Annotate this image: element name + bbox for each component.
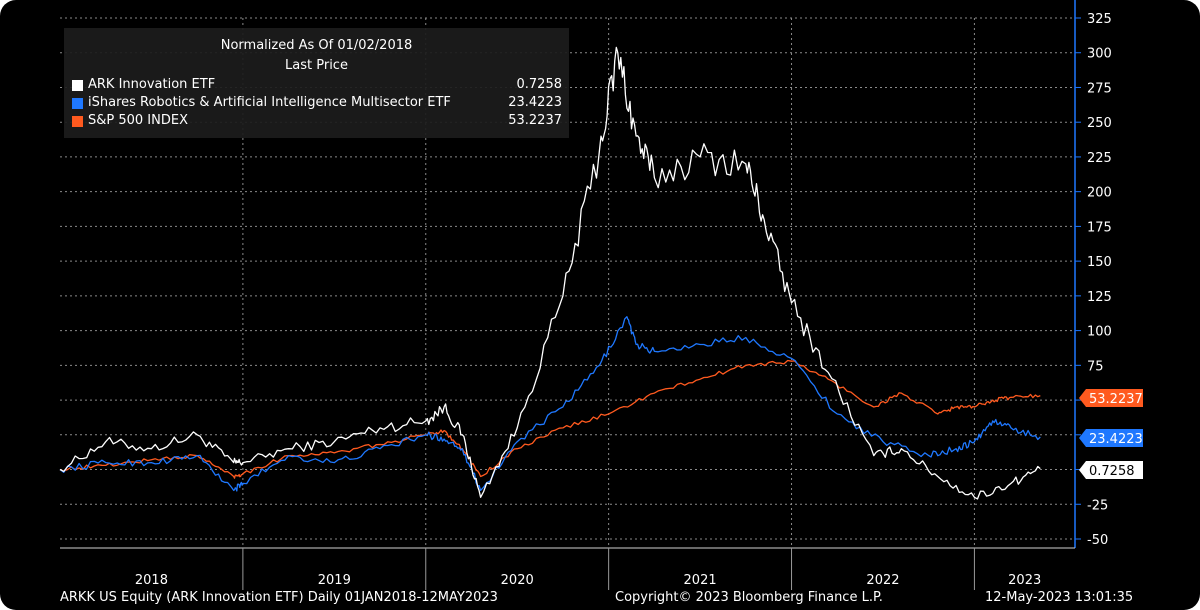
y-tick-label: 150 (1087, 255, 1112, 270)
footer-left: ARKK US Equity (ARK Innovation ETF) Dail… (60, 590, 498, 605)
y-tick-label: 300 (1087, 47, 1112, 62)
y-tick-label: -25 (1087, 498, 1108, 513)
legend-title: Normalized As Of 01/02/2018 (220, 38, 413, 53)
x-tick-label: 2021 (684, 573, 717, 588)
series-line-2 (59, 359, 1041, 479)
x-axis: 2018 2019 2020 2021 2022 2023 (60, 547, 1075, 590)
legend: Normalized As Of 01/02/2018 Last Price A… (64, 28, 569, 138)
series-line-0 (59, 46, 1041, 500)
legend-name-irbo: iShares Robotics & Artificial Intelligen… (88, 95, 451, 110)
last-value-tag-0: 0.7258 (1079, 461, 1143, 479)
legend-swatch-spx (72, 116, 83, 127)
last-value-tags: 53.2237 23.4223 0.7258 (1079, 389, 1143, 479)
x-tick-label: 2019 (318, 573, 351, 588)
legend-value-spx: 53.2237 (508, 113, 562, 128)
legend-subtitle: Last Price (285, 58, 348, 73)
legend-value-irbo: 23.4223 (508, 95, 562, 110)
legend-entry-irbo: iShares Robotics & Artificial Intelligen… (72, 95, 562, 112)
legend-swatch-ark (72, 80, 83, 91)
legend-name-spx: S&P 500 INDEX (88, 113, 188, 128)
y-tick-label: 125 (1087, 290, 1112, 305)
footer-center: Copyright© 2023 Bloomberg Finance L.P. (615, 590, 883, 605)
y-tick-label: 275 (1087, 81, 1112, 96)
last-value-tag-2: 53.2237 (1079, 389, 1143, 407)
tag-value: 53.2237 (1089, 392, 1143, 407)
tag-box (1079, 389, 1143, 407)
footer-right: 12-May-2023 13:01:35 (985, 590, 1134, 605)
grid (60, 17, 1075, 548)
legend-value-ark: 0.7258 (516, 77, 563, 92)
y-tick-label: 225 (1087, 151, 1112, 166)
tag-value: 0.7258 (1089, 464, 1135, 479)
tag-box (1079, 429, 1143, 447)
x-tick-label: 2018 (135, 573, 168, 588)
y-tick-label: 325 (1087, 12, 1112, 27)
y-tick-label: 100 (1087, 325, 1112, 340)
tag-value: 23.4223 (1089, 432, 1143, 447)
y-tick-label: 175 (1087, 220, 1112, 235)
series-lines (59, 46, 1041, 500)
legend-name-ark: ARK Innovation ETF (88, 77, 216, 92)
series-line-1 (59, 316, 1041, 492)
y-tick-label: 75 (1087, 359, 1104, 374)
x-tick-label: 2023 (1008, 573, 1041, 588)
y-axis: -50 -25 75 100 125 150 175 200 225 250 275 300 325 (1074, 0, 1112, 548)
x-tick-label: 2020 (501, 573, 534, 588)
tag-box (1079, 461, 1143, 479)
legend-entry-ark: ARK Innovation ETF 0.7258 (72, 77, 562, 94)
legend-entry-spx: S&P 500 INDEX 53.2237 (72, 113, 562, 130)
y-tick-label: 200 (1087, 186, 1112, 201)
y-tick-label: -50 (1087, 533, 1108, 548)
x-tick-label: 2022 (866, 573, 899, 588)
y-tick-label: 250 (1087, 116, 1112, 131)
last-value-tag-1: 23.4223 (1079, 429, 1143, 447)
legend-swatch-irbo (72, 98, 83, 109)
